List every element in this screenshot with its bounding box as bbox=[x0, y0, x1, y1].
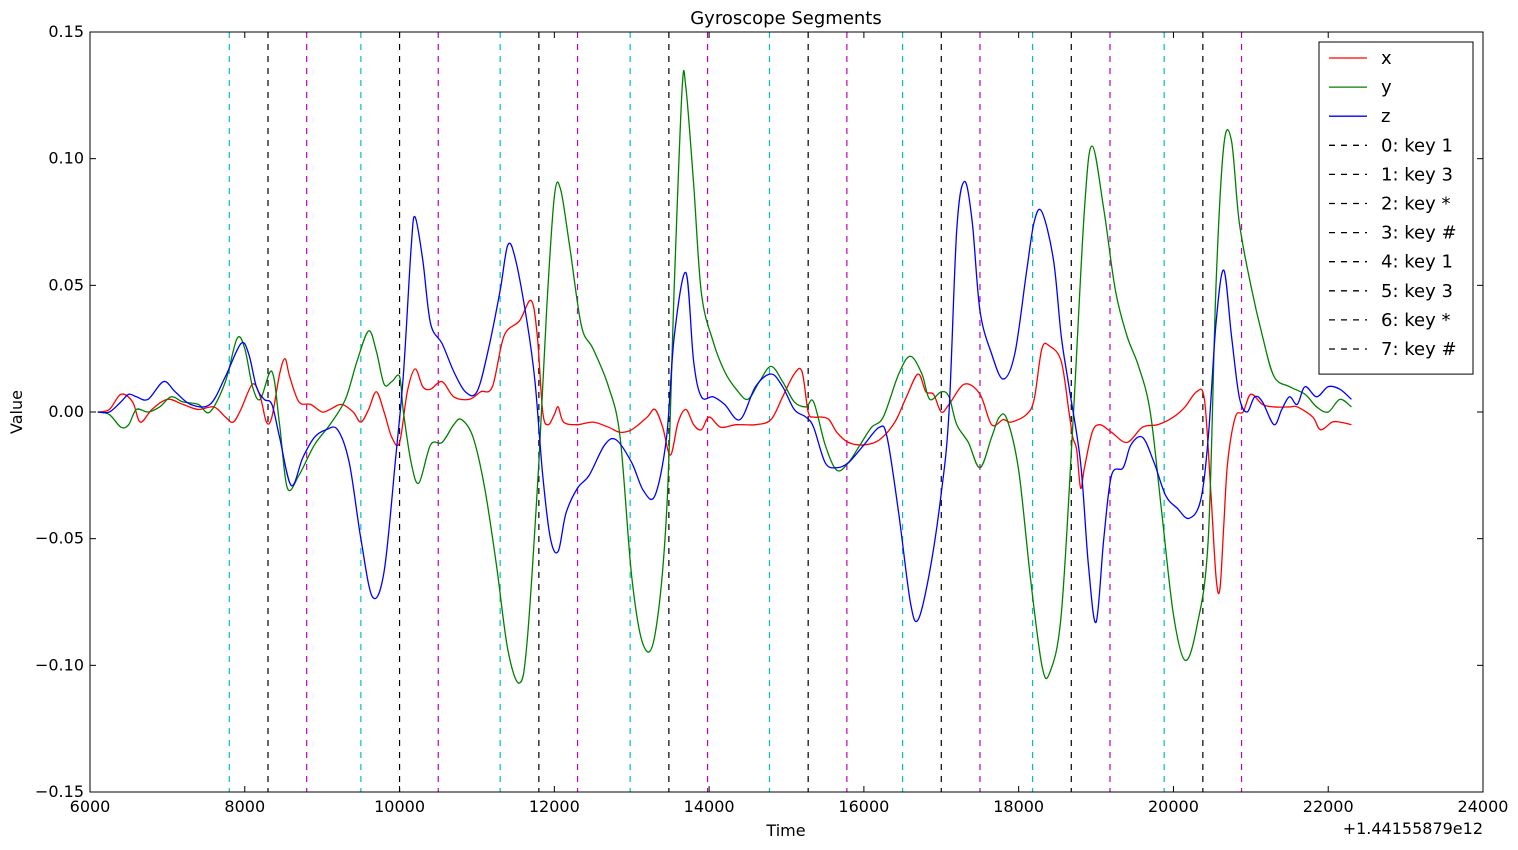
legend: xyz 0: key 1 1: key 3 2: key * 3: key # 4: ke… bbox=[1318, 41, 1474, 375]
x-tick-label: 24000 bbox=[1458, 797, 1509, 816]
legend-label: 5: key 3 bbox=[1381, 281, 1453, 302]
y-tick-label: 0.05 bbox=[48, 275, 84, 294]
legend-label: 1: key 3 bbox=[1381, 164, 1453, 185]
legend-label: y bbox=[1381, 77, 1392, 98]
legend-box bbox=[1318, 41, 1474, 375]
legend-label: 3: key # bbox=[1381, 223, 1457, 244]
x-tick-label: 10000 bbox=[374, 797, 425, 816]
chart-title: Gyroscope Segments bbox=[690, 8, 882, 29]
legend-label: z bbox=[1381, 106, 1390, 127]
series-line-y bbox=[97, 70, 1352, 684]
legend-label: 0: key 1 bbox=[1381, 135, 1453, 156]
x-tick-label: 14000 bbox=[684, 797, 735, 816]
series-line-z bbox=[97, 180, 1352, 623]
x-tick-label: 22000 bbox=[1303, 797, 1354, 816]
x-tick-label: 16000 bbox=[838, 797, 889, 816]
y-tick-label: 0.00 bbox=[48, 402, 84, 421]
x-axis-ticks: 6000 8000 10000 12000 14000 16000 18000 20000 22… bbox=[70, 32, 1509, 816]
x-tick-label: 6000 bbox=[70, 797, 111, 816]
y-tick-label: 0.15 bbox=[48, 22, 84, 41]
x-axis-offset-text: +1.44155879e12 bbox=[1343, 819, 1483, 838]
legend-label: 2: key * bbox=[1381, 194, 1450, 215]
legend-label: x bbox=[1381, 48, 1392, 69]
series-lines bbox=[97, 70, 1352, 684]
x-tick-label: 18000 bbox=[993, 797, 1044, 816]
y-axis-title: Value bbox=[7, 390, 26, 434]
y-tick-label: −0.05 bbox=[35, 529, 84, 548]
x-tick-label: 8000 bbox=[224, 797, 265, 816]
y-tick-label: 0.10 bbox=[48, 149, 84, 168]
y-axis-ticks: −0.15 −0.10 −0.05 0.00 0.05 0.10 0.15 bbox=[35, 22, 1483, 801]
series-line-x bbox=[97, 299, 1352, 595]
x-tick-label: 12000 bbox=[529, 797, 580, 816]
y-tick-label: −0.10 bbox=[35, 655, 84, 674]
y-tick-label: −0.15 bbox=[35, 782, 84, 801]
legend-label: 4: key 1 bbox=[1381, 252, 1453, 273]
x-tick-label: 20000 bbox=[1148, 797, 1199, 816]
legend-label: 6: key * bbox=[1381, 310, 1450, 331]
x-axis-title: Time bbox=[765, 821, 805, 840]
legend-label: 7: key # bbox=[1381, 339, 1457, 360]
